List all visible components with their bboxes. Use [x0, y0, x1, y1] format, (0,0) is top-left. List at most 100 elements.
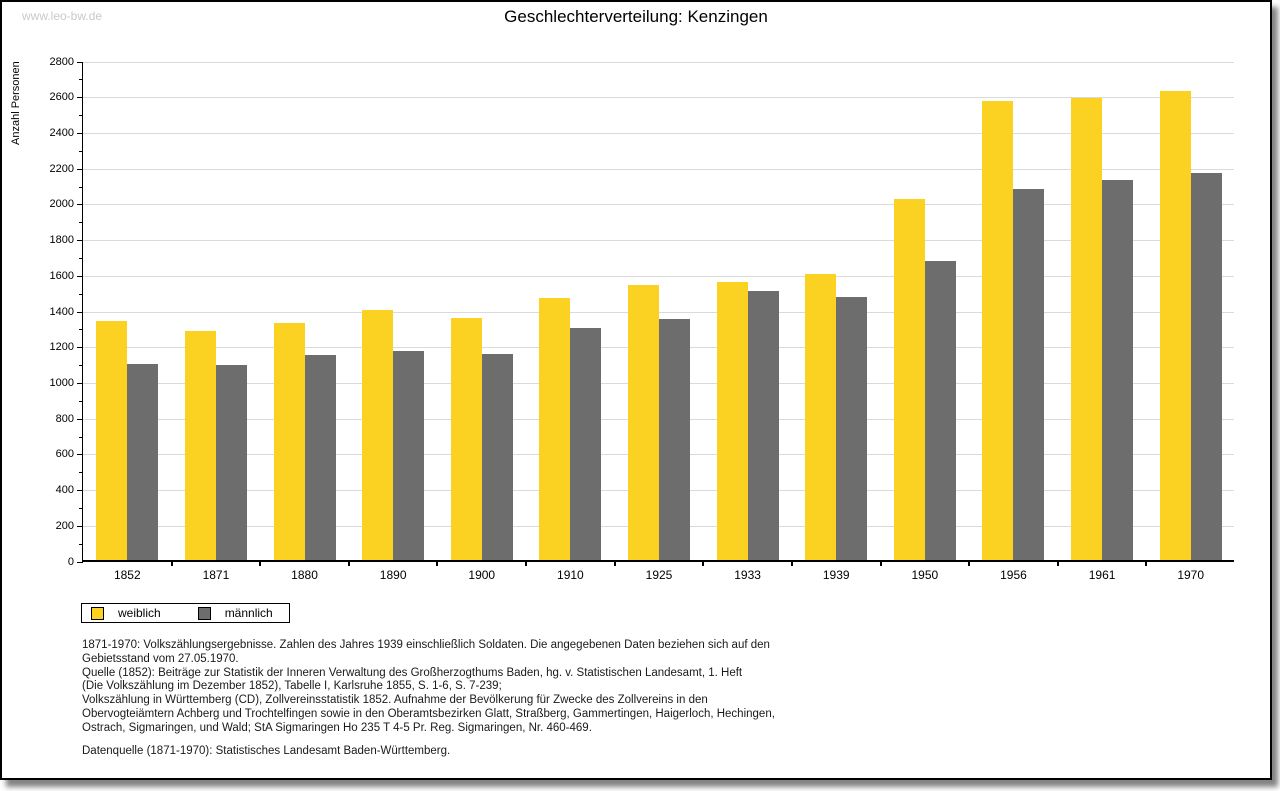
- bar-männlich-1852: [127, 363, 159, 560]
- x-axis-year-label: 1939: [822, 568, 850, 582]
- x-axis-year-label: 1950: [911, 568, 939, 582]
- y-axis-major-tick: [77, 168, 83, 170]
- y-axis-tick-label: 0: [67, 555, 74, 568]
- x-axis-year-label: 1880: [291, 568, 318, 582]
- y-axis-tick-label: 2400: [49, 126, 74, 139]
- bar-weiblich-1900: [450, 318, 482, 560]
- x-axis-year-label: 1900: [468, 568, 496, 582]
- x-axis-year-label: 1925: [645, 568, 673, 582]
- y-axis-tick-label: 400: [55, 484, 74, 497]
- y-axis-minor-tick: [79, 472, 83, 474]
- bar-weiblich-1950: [893, 199, 925, 560]
- y-axis-tick-label: 1200: [49, 341, 74, 354]
- y-axis-tick-label: 1000: [49, 376, 74, 389]
- y-axis-minor-tick: [79, 115, 83, 117]
- watermark: www.leo-bw.de: [22, 9, 103, 23]
- x-axis-tick: [347, 562, 350, 566]
- y-axis-major-tick: [77, 561, 83, 563]
- bar-männlich-1871: [215, 365, 247, 560]
- y-axis-major-tick: [77, 525, 83, 527]
- y-axis-minor-tick: [79, 222, 83, 224]
- datasource-line: Datenquelle (1871-1970): Statistisches L…: [82, 745, 451, 757]
- y-axis-minor-tick: [79, 257, 83, 259]
- y-axis-major-tick: [77, 132, 83, 134]
- x-axis-year-label: 1871: [202, 568, 230, 582]
- legend-label-maennlich: männlich: [224, 606, 273, 620]
- bar-weiblich-1910: [539, 297, 571, 560]
- x-axis-year-label: 1910: [557, 568, 584, 582]
- y-axis-tick-label: 2800: [49, 55, 74, 68]
- x-axis-tick: [170, 562, 173, 566]
- legend: weiblich männlich: [81, 603, 290, 623]
- x-axis-year-label: 1933: [734, 568, 761, 582]
- footnote-line: Ostrach, Sigmaringen, und Wald; StA Sigm…: [82, 721, 592, 734]
- y-axis-tick-label: 600: [55, 448, 74, 461]
- x-axis-year-label: 1961: [1088, 568, 1116, 582]
- bar-männlich-1880: [304, 354, 336, 560]
- y-axis-major-tick: [77, 347, 83, 349]
- x-axis-tick: [259, 562, 262, 566]
- y-axis-major-tick: [77, 454, 83, 456]
- y-axis-major-tick: [77, 382, 83, 384]
- legend-swatch-maennlich: [197, 606, 211, 620]
- bar-männlich-1970: [1190, 173, 1222, 560]
- x-axis-tick: [790, 562, 793, 566]
- y-axis-tick-label: 800: [55, 412, 74, 425]
- bar-männlich-1890: [393, 351, 425, 560]
- footnote-line: Obervogteiämtern Achberg und Trochtelfin…: [82, 707, 775, 720]
- footnote-line: Gebietsstand vom 27.05.1970.: [82, 652, 239, 665]
- y-axis-minor-tick: [79, 150, 83, 152]
- y-axis-major-tick: [77, 97, 83, 99]
- x-axis-tick: [1145, 562, 1148, 566]
- footnote-line: (Die Volkszählung im Dezember 1852), Tab…: [82, 680, 502, 693]
- gridline: [83, 240, 1234, 242]
- x-axis-tick: [702, 562, 705, 566]
- x-axis-tick: [968, 562, 971, 566]
- y-axis-tick-label: 2000: [49, 198, 74, 211]
- x-axis-tick: [613, 562, 616, 566]
- x-axis-year-label: 1956: [1000, 568, 1027, 582]
- gridline: [83, 275, 1234, 277]
- gridline: [83, 97, 1234, 99]
- footnote-line: Quelle (1852): Beiträge zur Statistik de…: [82, 666, 743, 679]
- footnote-line: 1871-1970: Volkszählungsergebnisse. Zahl…: [82, 639, 770, 651]
- bar-männlich-1950: [924, 260, 956, 560]
- bar-männlich-1933: [747, 291, 779, 560]
- bar-weiblich-1970: [1159, 91, 1191, 560]
- y-axis-minor-tick: [79, 400, 83, 402]
- bar-weiblich-1961: [1071, 98, 1103, 560]
- gridline: [83, 61, 1234, 63]
- bar-weiblich-1933: [716, 282, 748, 560]
- footnote-line: Volkszählung in Württemberg (CD), Zollve…: [82, 694, 708, 707]
- bar-weiblich-1852: [96, 320, 128, 560]
- bar-weiblich-1880: [273, 323, 305, 560]
- y-axis-minor-tick: [79, 543, 83, 545]
- x-axis-tick: [879, 562, 882, 566]
- legend-swatch-weiblich: [91, 606, 104, 620]
- legend-label-weiblich: weiblich: [118, 606, 161, 620]
- footnotes-block: 1871-1970: Volkszählungsergebnisse. Zahl…: [82, 639, 775, 736]
- y-axis-major-tick: [77, 418, 83, 420]
- x-axis-year-label: 1852: [113, 568, 141, 582]
- y-axis-minor-tick: [79, 329, 83, 331]
- y-axis-minor-tick: [79, 186, 83, 188]
- bar-weiblich-1956: [982, 101, 1014, 560]
- bar-weiblich-1925: [628, 285, 659, 560]
- bar-weiblich-1890: [362, 310, 394, 560]
- y-axis-minor-tick: [79, 365, 83, 367]
- y-axis-minor-tick: [79, 293, 83, 295]
- y-axis-minor-tick: [79, 79, 83, 81]
- y-axis-minor-tick: [79, 507, 83, 509]
- gridline: [83, 204, 1234, 206]
- gridline: [83, 168, 1234, 170]
- y-axis-tick-label: 1600: [49, 269, 74, 282]
- bar-männlich-1925: [659, 318, 690, 560]
- y-axis-tick-label: 2200: [49, 162, 74, 175]
- chart-title: Geschlechterverteilung: Kenzingen: [504, 7, 768, 26]
- x-axis-year-label: 1890: [379, 568, 407, 582]
- y-axis-tick-label: 200: [55, 519, 74, 532]
- plot-area: 0 200 400 600 800 1000 1200 1400 1600 1800 2000 220…: [50, 56, 1234, 582]
- y-axis-minor-tick: [79, 436, 83, 438]
- bar-männlich-1956: [1013, 188, 1045, 560]
- y-axis-major-tick: [77, 61, 83, 63]
